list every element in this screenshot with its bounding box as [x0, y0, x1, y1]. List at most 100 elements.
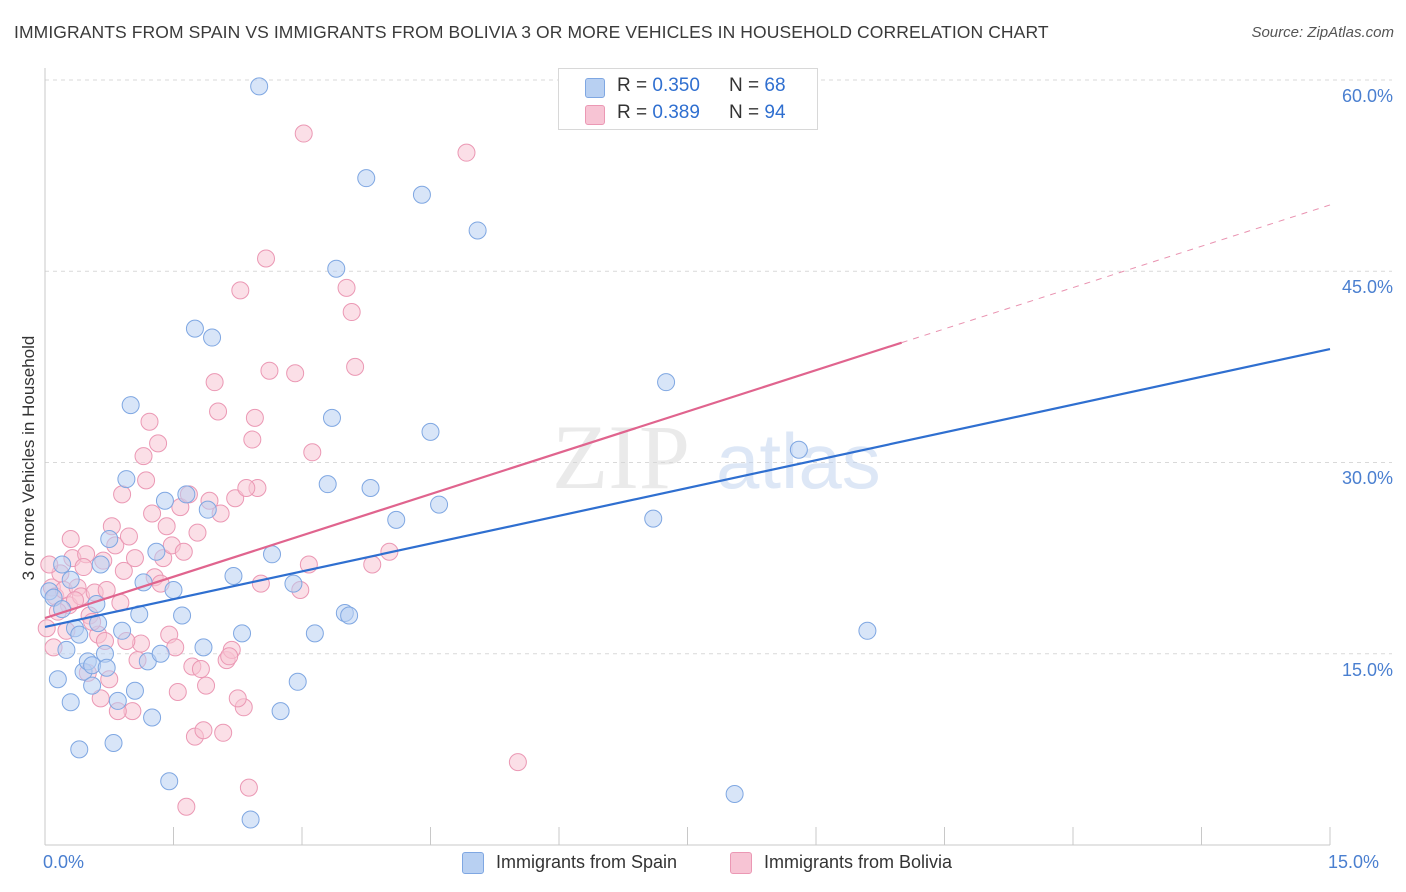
spain-point	[164, 581, 183, 599]
spain-point	[361, 479, 380, 497]
bolivia-point	[134, 447, 153, 466]
spain-point	[48, 670, 67, 689]
watermark-atlas: atlas	[716, 417, 881, 505]
bolivia-point	[228, 689, 247, 708]
spain-point	[789, 440, 808, 459]
chart-title: IMMIGRANTS FROM SPAIN VS IMMIGRANTS FROM…	[14, 22, 1049, 42]
legend-spain-r: R = 0.350	[617, 75, 700, 96]
bolivia-point	[239, 778, 258, 797]
spain-point	[318, 475, 337, 494]
bolivia-point	[174, 542, 193, 561]
source-label: Source: ZipAtlas.com	[1251, 24, 1394, 41]
spain-point	[173, 606, 192, 625]
trend-lines	[44, 204, 1331, 629]
bottom-legend-swatch-spain	[462, 852, 484, 874]
gridlines	[45, 79, 1392, 655]
bolivia-point	[209, 402, 228, 421]
series-spain-points	[40, 77, 877, 829]
spain-point	[271, 702, 290, 721]
spain-point	[288, 672, 307, 691]
spain-point	[108, 691, 127, 710]
bolivia-point	[91, 689, 110, 708]
spain-point	[263, 545, 282, 564]
y-tick-label: 45.0%	[1341, 277, 1393, 297]
bolivia-point	[140, 412, 159, 431]
bolivia-point	[125, 549, 144, 568]
axes	[44, 68, 1331, 846]
x-tick-label: 0.0%	[43, 852, 85, 872]
spain-point	[430, 495, 449, 514]
bolivia-point	[294, 124, 313, 143]
legend-box: R = 0.350 N = 68 R = 0.389 N = 94	[558, 68, 818, 130]
legend-bolivia-n: N = 94	[729, 102, 786, 123]
spain-point	[203, 328, 222, 347]
spain-point	[147, 542, 166, 561]
bolivia-point	[149, 434, 168, 453]
spain-point	[57, 640, 76, 659]
bolivia-trend-line	[44, 341, 903, 620]
y-tick-label: 15.0%	[1341, 660, 1393, 680]
spain-point	[412, 185, 431, 204]
spain-point	[160, 772, 179, 791]
bolivia-point	[243, 430, 262, 449]
bolivia-point	[457, 143, 476, 162]
bolivia-point	[157, 517, 176, 536]
bottom-legend-label-spain: Immigrants from Spain	[496, 852, 678, 872]
bolivia-point	[205, 373, 224, 392]
bolivia-point	[260, 361, 279, 380]
bolivia-point	[245, 408, 264, 427]
bolivia-point	[508, 753, 527, 772]
spain-point	[250, 77, 269, 96]
bolivia-point	[342, 303, 361, 322]
bolivia-point	[194, 721, 213, 740]
spain-point	[421, 422, 440, 441]
bolivia-point	[188, 523, 207, 542]
spain-point	[143, 708, 162, 727]
spain-point	[113, 621, 132, 640]
spain-point	[185, 319, 204, 338]
spain-trend-line	[44, 347, 1331, 629]
spain-point	[177, 485, 196, 504]
legend-swatch-spain	[585, 78, 605, 98]
bolivia-point	[303, 443, 322, 462]
spain-point	[224, 566, 243, 585]
spain-point	[61, 570, 80, 589]
bolivia-point	[61, 530, 80, 548]
spain-point	[284, 574, 303, 593]
spain-point	[644, 509, 663, 528]
spain-point	[657, 373, 676, 392]
y-tick-label: 30.0%	[1341, 468, 1393, 488]
bolivia-point	[220, 647, 239, 666]
bolivia-point	[191, 660, 210, 679]
spain-point	[233, 624, 252, 643]
spain-point	[725, 785, 744, 803]
spain-point	[155, 491, 174, 510]
bolivia-point	[177, 797, 196, 816]
spain-point	[327, 259, 346, 278]
spain-point	[125, 681, 144, 700]
bolivia-point	[337, 278, 356, 297]
watermark-zip: ZIP	[552, 406, 690, 508]
spain-point	[194, 638, 213, 657]
spain-point	[387, 510, 406, 529]
bolivia-point	[168, 683, 187, 701]
spain-point	[53, 555, 72, 574]
spain-point	[858, 621, 877, 640]
spain-point	[104, 734, 123, 752]
spain-point	[241, 810, 260, 829]
spain-point	[70, 740, 89, 759]
bolivia-point	[137, 471, 156, 490]
bolivia-point	[286, 364, 305, 383]
spain-point	[340, 606, 359, 625]
bolivia-point	[226, 489, 245, 508]
spain-point	[61, 693, 80, 712]
bolivia-point	[143, 504, 162, 523]
bolivia-point	[37, 619, 56, 638]
legend-bolivia-r: R = 0.389	[617, 102, 700, 123]
spain-point	[151, 644, 170, 663]
bolivia-point	[74, 558, 93, 577]
bolivia-point	[119, 527, 138, 546]
spain-point	[357, 169, 376, 188]
spain-point	[83, 676, 102, 695]
spain-point	[91, 555, 110, 574]
